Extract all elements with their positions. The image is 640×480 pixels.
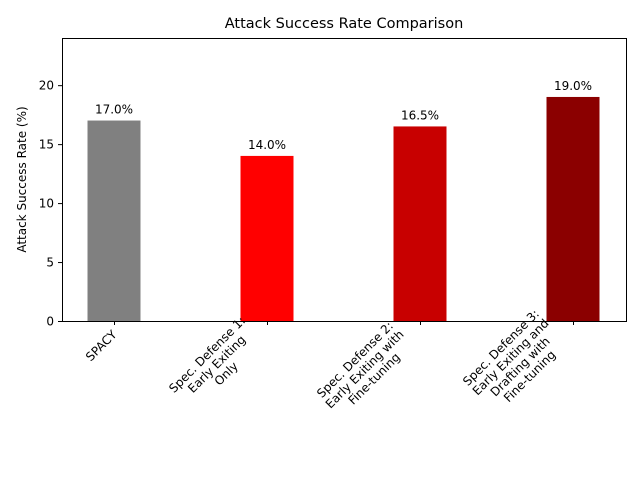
chart-title: Attack Success Rate Comparison bbox=[225, 16, 464, 32]
bar bbox=[87, 120, 141, 322]
y-tick-label: 10 bbox=[39, 197, 54, 211]
y-axis-ticks: 0 5 10 15 20 bbox=[39, 79, 62, 329]
bars-layer bbox=[87, 96, 600, 322]
value-labels-layer: 17.0% 14.0% 16.5% 19.0% bbox=[95, 79, 592, 152]
bar bbox=[240, 155, 294, 321]
bar-value-label: 16.5% bbox=[401, 108, 439, 122]
bar bbox=[393, 126, 447, 321]
y-axis-label: Attack Success Rate (%) bbox=[15, 106, 29, 252]
y-tick-label: 15 bbox=[39, 138, 54, 152]
x-tick-label-line: SPACY bbox=[83, 327, 120, 364]
bar-value-label: 17.0% bbox=[95, 103, 133, 117]
bar-value-label: 14.0% bbox=[248, 138, 286, 152]
x-tick-label: SPACY bbox=[83, 327, 120, 364]
y-tick-label: 0 bbox=[46, 315, 54, 329]
x-tick-label: Spec. Defense 2:Early Exiting withFine-t… bbox=[314, 319, 406, 411]
bar-value-label: 19.0% bbox=[554, 79, 592, 93]
y-tick-label: 20 bbox=[39, 79, 54, 93]
x-tick-label: Spec. Defense 3:Early Exiting andDraftin… bbox=[460, 307, 558, 405]
plot-frame bbox=[62, 38, 627, 322]
bar bbox=[546, 96, 600, 321]
y-tick-label: 5 bbox=[46, 256, 54, 270]
